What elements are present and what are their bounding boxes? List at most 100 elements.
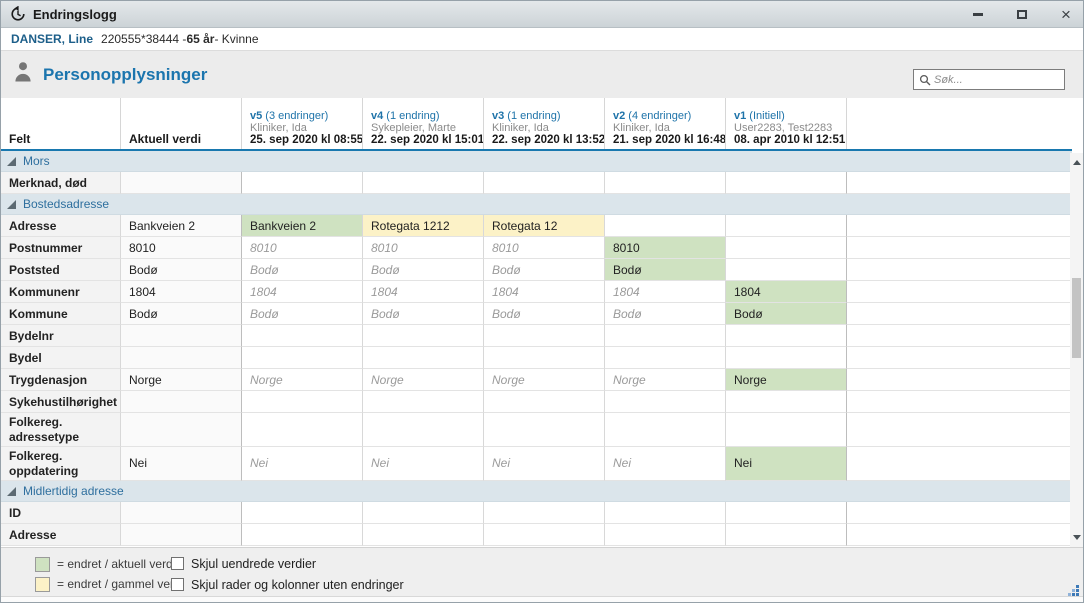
version-value-cell: Rotegata 1212: [363, 215, 484, 237]
grid-header-aktuell[interactable]: Aktuell verdi: [121, 98, 242, 149]
field-name-cell: Trygdenasjon: [1, 369, 121, 391]
field-name-cell: Bydelnr: [1, 325, 121, 347]
version-value-cell: 1804: [605, 281, 726, 303]
version-author: Sykepleier, Marte: [371, 122, 456, 134]
version-value-cell: Nei: [605, 447, 726, 481]
version-value-cell: [363, 524, 484, 546]
field-name-cell: Folkereg. oppdatering: [1, 447, 121, 481]
scroll-down-button[interactable]: [1070, 530, 1083, 545]
version-value-cell: Bodø: [363, 303, 484, 325]
field-name-cell: Postnummer: [1, 237, 121, 259]
search-box[interactable]: [913, 69, 1065, 90]
version-label: v3 (1 endring): [492, 110, 561, 122]
section-row[interactable]: Midlertidig adresse: [1, 481, 1072, 502]
field-row: Sykehustilhørighet: [1, 391, 1072, 413]
grid-header-felt[interactable]: Felt: [1, 98, 121, 149]
version-value-cell: Bodø: [484, 259, 605, 281]
version-value-cell: [242, 502, 363, 524]
version-column-header[interactable]: v4 (1 endring) Sykepleier, Marte 22. sep 2…: [363, 98, 484, 149]
version-author: User2283, Test2283: [734, 122, 833, 134]
close-button[interactable]: ×: [1061, 5, 1071, 24]
footer: = endret / aktuell verdi = endret / gamme…: [1, 547, 1083, 596]
scroll-up-button[interactable]: [1070, 155, 1083, 170]
field-name-cell: Sykehustilhørighet: [1, 391, 121, 413]
checkbox-item[interactable]: Skjul rader og kolonner uten endringer: [171, 574, 404, 595]
filler-cell: [847, 447, 1072, 481]
version-date: 21. sep 2020 kl 16:48: [613, 134, 726, 146]
version-value-cell: [363, 391, 484, 413]
version-value-cell: [363, 502, 484, 524]
current-value-cell: [121, 413, 242, 447]
version-value-cell: [605, 172, 726, 194]
filler-cell: [847, 502, 1072, 524]
version-column-header[interactable]: v2 (4 endringer) Kliniker, Ida 21. sep 202…: [605, 98, 726, 149]
filler-cell: [847, 215, 1072, 237]
current-value-cell: Nei: [121, 447, 242, 481]
version-value-cell: [363, 325, 484, 347]
checkbox[interactable]: [171, 578, 184, 591]
version-value-cell: [242, 325, 363, 347]
version-value-cell: 8010: [484, 237, 605, 259]
version-label: v5 (3 endringer): [250, 110, 329, 122]
version-value-cell: [726, 524, 847, 546]
current-value-cell: Bodø: [121, 259, 242, 281]
version-value-cell: Nei: [363, 447, 484, 481]
version-value-cell: Norge: [726, 369, 847, 391]
version-value-cell: 1804: [363, 281, 484, 303]
vertical-scrollbar[interactable]: [1070, 153, 1083, 547]
version-value-cell: 1804: [726, 281, 847, 303]
version-value-cell: [726, 502, 847, 524]
field-name-cell: Adresse: [1, 524, 121, 546]
version-column-header[interactable]: v3 (1 endring) Kliniker, Ida 22. sep 2020 …: [484, 98, 605, 149]
version-column-header[interactable]: v1 (Initiell) User2283, Test2283 08. apr 2…: [726, 98, 847, 149]
current-value-cell: Bodø: [121, 303, 242, 325]
version-label: v1 (Initiell): [734, 110, 785, 122]
version-value-cell: [484, 413, 605, 447]
version-value-cell: [726, 259, 847, 281]
field-row: Postnummer 8010 8010 8010 8010 8010: [1, 237, 1072, 259]
section-row[interactable]: Bostedsadresse: [1, 194, 1072, 215]
filler-cell: [847, 303, 1072, 325]
section-expander-icon[interactable]: [7, 156, 16, 166]
bottom-strip: [1, 585, 1083, 602]
version-date: 08. apr 2010 kl 12:51: [734, 134, 846, 146]
maximize-button[interactable]: [1013, 6, 1031, 24]
version-date: 25. sep 2020 kl 08:55: [250, 134, 363, 146]
grid-header-filler: [847, 98, 1072, 149]
checkbox[interactable]: [171, 557, 184, 570]
patient-name: DANSER, Line: [11, 32, 94, 46]
version-value-cell: [605, 502, 726, 524]
version-value-cell: Norge: [242, 369, 363, 391]
current-value-cell: Bankveien 2: [121, 215, 242, 237]
search-input[interactable]: [934, 72, 1064, 87]
version-value-cell: [242, 172, 363, 194]
version-value-cell: [484, 391, 605, 413]
filler-cell: [847, 391, 1072, 413]
version-column-header[interactable]: v5 (3 endringer) Kliniker, Ida 25. sep 202…: [242, 98, 363, 149]
version-value-cell: [726, 391, 847, 413]
field-row: Adresse: [1, 524, 1072, 546]
filler-cell: [847, 524, 1072, 546]
resize-grip[interactable]: [1067, 584, 1080, 602]
field-row: Bydel: [1, 347, 1072, 369]
checkbox-item[interactable]: Skjul uendrede verdier: [171, 553, 404, 574]
legend: = endret / aktuell verdi = endret / gamme…: [35, 554, 183, 594]
version-value-cell: [484, 502, 605, 524]
section-expander-icon[interactable]: [7, 199, 16, 209]
version-date: 22. sep 2020 kl 15:01: [371, 134, 484, 146]
section-label: Mors: [23, 154, 50, 168]
scrollbar-thumb[interactable]: [1072, 278, 1081, 358]
field-name-cell: Poststed: [1, 259, 121, 281]
grid-header-row: Felt Aktuell verdi v5 (3 endringer) Klinike…: [1, 98, 1072, 151]
version-value-cell: [605, 524, 726, 546]
field-name-cell: Kommune: [1, 303, 121, 325]
version-value-cell: [605, 325, 726, 347]
minimize-button[interactable]: [969, 6, 987, 24]
section-label: Midlertidig adresse: [23, 484, 124, 498]
section-expander-icon[interactable]: [7, 486, 16, 496]
version-value-cell: Bodø: [726, 303, 847, 325]
section-row[interactable]: Mors: [1, 151, 1072, 172]
field-row: Kommune Bodø Bodø Bodø Bodø Bodø Bodø: [1, 303, 1072, 325]
version-value-cell: Nei: [484, 447, 605, 481]
